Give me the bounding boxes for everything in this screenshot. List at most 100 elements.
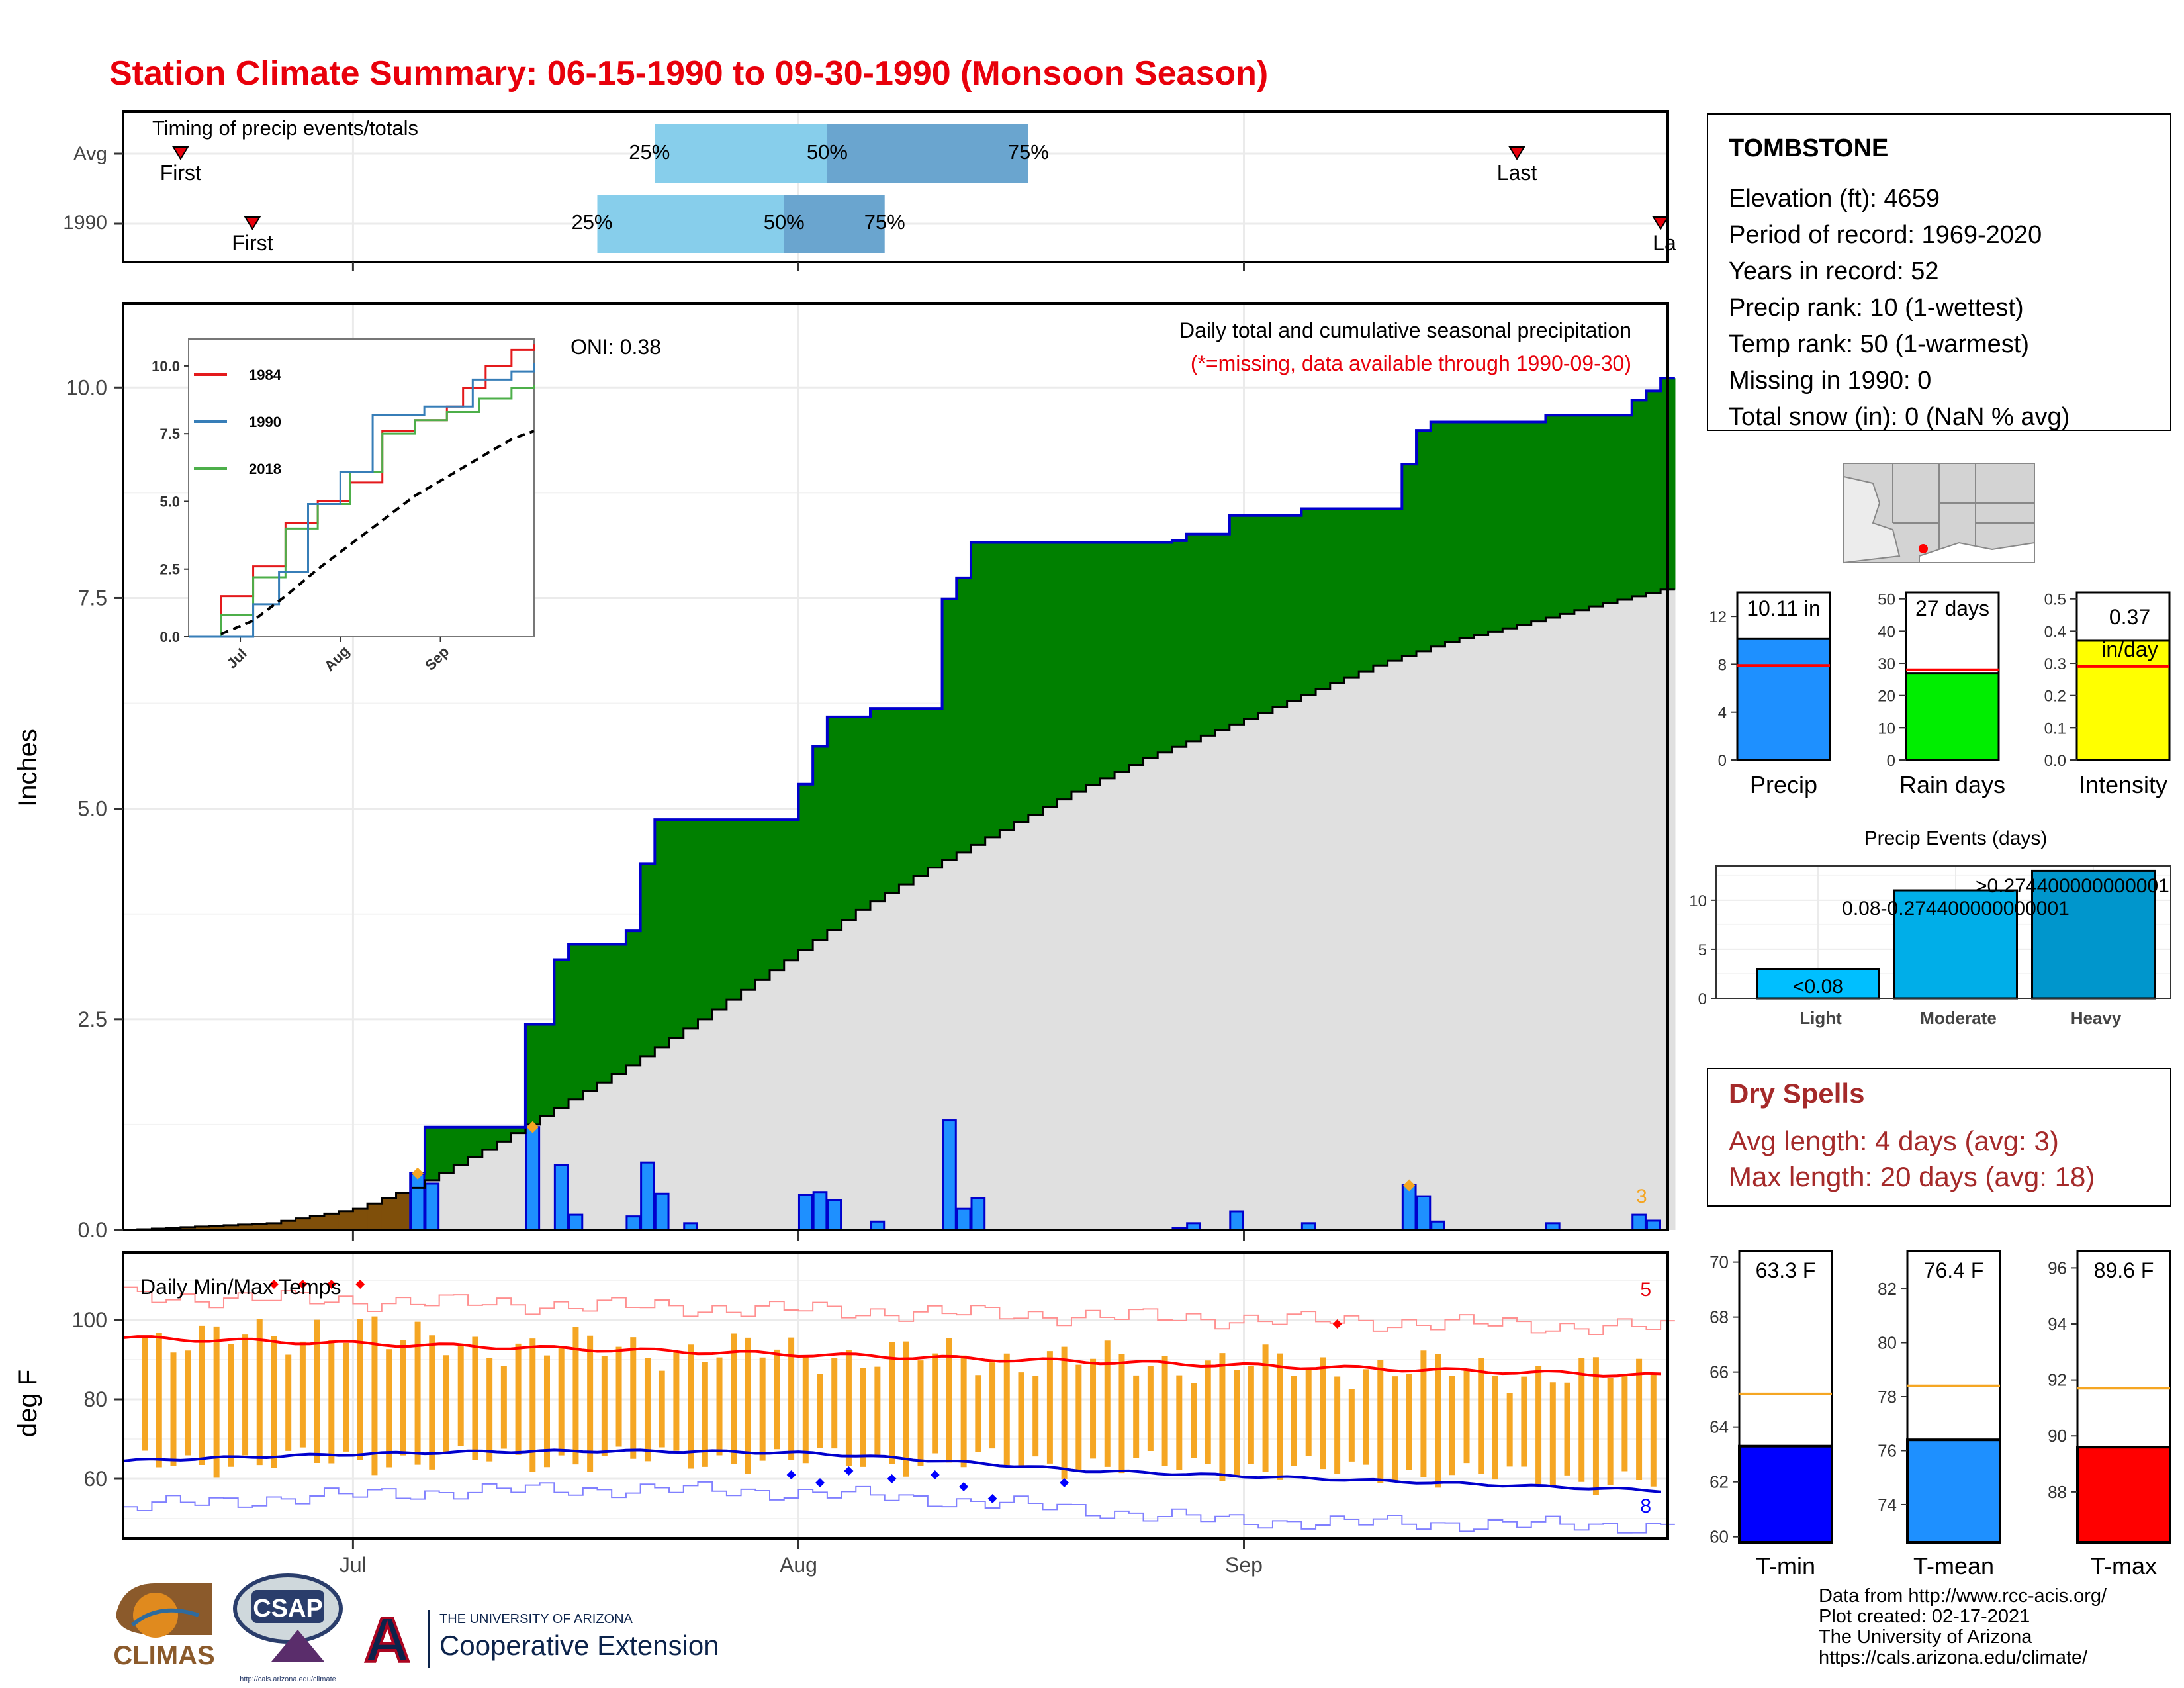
avg-cumulative-area xyxy=(439,1172,454,1230)
precip-below-avg-area xyxy=(195,1226,210,1230)
avg-cumulative-area xyxy=(1416,651,1432,1230)
avg-cumulative-area xyxy=(1071,792,1087,1230)
summary-bar-charts: 0 4 8 12 10.11 in Precip 0 10 20 30 40 50 27 days Rai… xyxy=(1709,591,2171,798)
precip-above-avg-area xyxy=(1158,542,1173,753)
precip-above-avg-area xyxy=(582,944,598,1091)
xaxis-tick-label: Sep xyxy=(1225,1553,1263,1577)
credit-line: The University of Arizona xyxy=(1819,1626,2032,1648)
temperature-summary-bars: 60 62 64 66 68 70 63.3 F T-min 74 76 78 80 82 76.4 F T… xyxy=(1709,1250,2171,1579)
precip-below-avg-area xyxy=(310,1216,325,1230)
avg-cumulative-area xyxy=(712,1009,727,1230)
avg-cumulative-area xyxy=(453,1165,469,1230)
timing-q50-q75-bar xyxy=(784,195,885,253)
avg-cumulative-area xyxy=(1128,765,1144,1230)
ua-bottom-text: Cooperative Extension xyxy=(439,1630,719,1661)
avg-cumulative-area xyxy=(482,1150,498,1230)
precip-below-avg-area xyxy=(281,1221,296,1230)
precip-above-avg-area xyxy=(1502,422,1518,629)
timing-last-label: Last xyxy=(1497,161,1537,185)
avg-cumulative-area xyxy=(741,990,756,1230)
inset-legend-label: 1984 xyxy=(249,367,282,383)
precip-below-avg-area xyxy=(238,1224,253,1230)
precip-above-avg-area xyxy=(1272,515,1288,707)
precip-above-avg-area xyxy=(1445,422,1460,642)
precip-above-avg-area xyxy=(1028,542,1044,815)
precip-above-avg-area xyxy=(569,944,584,1100)
ua-a-mark: A xyxy=(364,1605,410,1675)
avg-cumulative-area xyxy=(582,1091,598,1230)
precip-above-avg-area xyxy=(1143,542,1158,759)
precip-above-avg-area xyxy=(625,931,641,1066)
timing-q25-label: 25% xyxy=(571,211,612,234)
avg-cumulative-area xyxy=(1287,700,1302,1230)
precip-above-avg-area xyxy=(482,1127,498,1150)
precip-above-avg-area xyxy=(856,716,871,910)
precip-above-avg-area xyxy=(539,1024,555,1117)
events-ytick-label: 10 xyxy=(1689,892,1707,910)
inset-ytick-label: 5.0 xyxy=(159,493,180,510)
daily-precip-bar xyxy=(1631,1213,1647,1231)
precip-above-avg-area xyxy=(1560,415,1575,614)
climas-logo-text: CLIMAS xyxy=(113,1641,214,1670)
precip-above-avg-area xyxy=(669,820,684,1038)
events-category-label: Light xyxy=(1799,1008,1842,1028)
precip-above-avg-area xyxy=(1100,542,1115,778)
summary-bar-label: Precip xyxy=(1750,771,1817,798)
avg-cumulative-area xyxy=(1545,617,1561,1230)
xaxis-tick-label: Jul xyxy=(340,1553,367,1577)
avg-cumulative-area xyxy=(1042,807,1058,1230)
precip-above-avg-area xyxy=(1416,430,1432,651)
avg-cumulative-area xyxy=(683,1028,699,1230)
station-info-line: Missing in 1990: 0 xyxy=(1729,367,1931,395)
record-low-marker xyxy=(1060,1478,1069,1487)
timing-first-marker xyxy=(244,216,261,230)
avg-cumulative-area xyxy=(1186,741,1201,1230)
precip-below-avg-area xyxy=(267,1223,282,1230)
summary-ytick-label: 0.2 xyxy=(2044,688,2066,706)
precip-above-avg-area xyxy=(511,1127,526,1133)
precip-above-avg-area xyxy=(1115,542,1130,772)
avg-cumulative-area xyxy=(625,1065,641,1230)
precip-above-avg-area xyxy=(683,820,699,1029)
timing-q25-label: 25% xyxy=(629,140,670,164)
precip-above-avg-area xyxy=(942,598,957,861)
csap-logo: CSAP http://cals.arizona.edu/climate xyxy=(233,1573,343,1683)
avg-cumulative-area xyxy=(1057,799,1072,1230)
station-info-line: Period of record: 1969-2020 xyxy=(1729,221,2042,249)
credit-line: Plot created: 02-17-2021 xyxy=(1819,1606,2030,1627)
csap-url: http://cals.arizona.edu/climate xyxy=(240,1675,336,1683)
inset-ytick-label: 2.5 xyxy=(159,561,180,578)
avg-cumulative-area xyxy=(1201,735,1216,1230)
temp-summary-ytick-label: 70 xyxy=(1709,1252,1729,1272)
daily-precip-bar xyxy=(1416,1195,1432,1231)
summary-ytick-label: 50 xyxy=(1878,591,1895,609)
record-low-marker xyxy=(887,1474,897,1483)
temp-summary-ytick-label: 76 xyxy=(1878,1440,1897,1460)
precip-above-avg-area xyxy=(612,944,627,1074)
precip-below-avg-area xyxy=(324,1213,340,1230)
temps-ytick-label: 80 xyxy=(83,1387,107,1411)
precip-below-avg-area xyxy=(295,1218,310,1230)
precip-above-avg-area xyxy=(1545,415,1561,618)
events-bar xyxy=(1756,968,1880,1000)
summary-bar xyxy=(1905,672,2000,761)
avg-cumulative-area xyxy=(539,1116,555,1230)
temp-summary-ytick-label: 74 xyxy=(1878,1495,1897,1515)
csap-logo-text: CSAP xyxy=(253,1595,323,1622)
precip-above-avg-area xyxy=(1186,534,1201,741)
heavy-event-marker xyxy=(1403,1179,1416,1192)
csap-mountain xyxy=(271,1630,324,1662)
summary-ytick-label: 30 xyxy=(1878,655,1895,673)
precip-above-avg-area xyxy=(1387,508,1402,661)
precip-ytick-label: 5.0 xyxy=(78,797,107,821)
record-high-marker xyxy=(355,1280,365,1289)
temp-summary-value: 76.4 F xyxy=(1924,1258,1984,1282)
station-location-marker xyxy=(1919,544,1928,553)
precip-above-avg-area xyxy=(496,1127,512,1142)
climas-logo-sun xyxy=(133,1593,178,1638)
avg-cumulative-area xyxy=(770,970,785,1230)
timing-q50-q75-bar xyxy=(827,124,1028,183)
precip-above-avg-area xyxy=(970,542,986,845)
precip-above-avg-area xyxy=(1631,400,1647,596)
summary-ytick-label: 4 xyxy=(1718,704,1727,722)
